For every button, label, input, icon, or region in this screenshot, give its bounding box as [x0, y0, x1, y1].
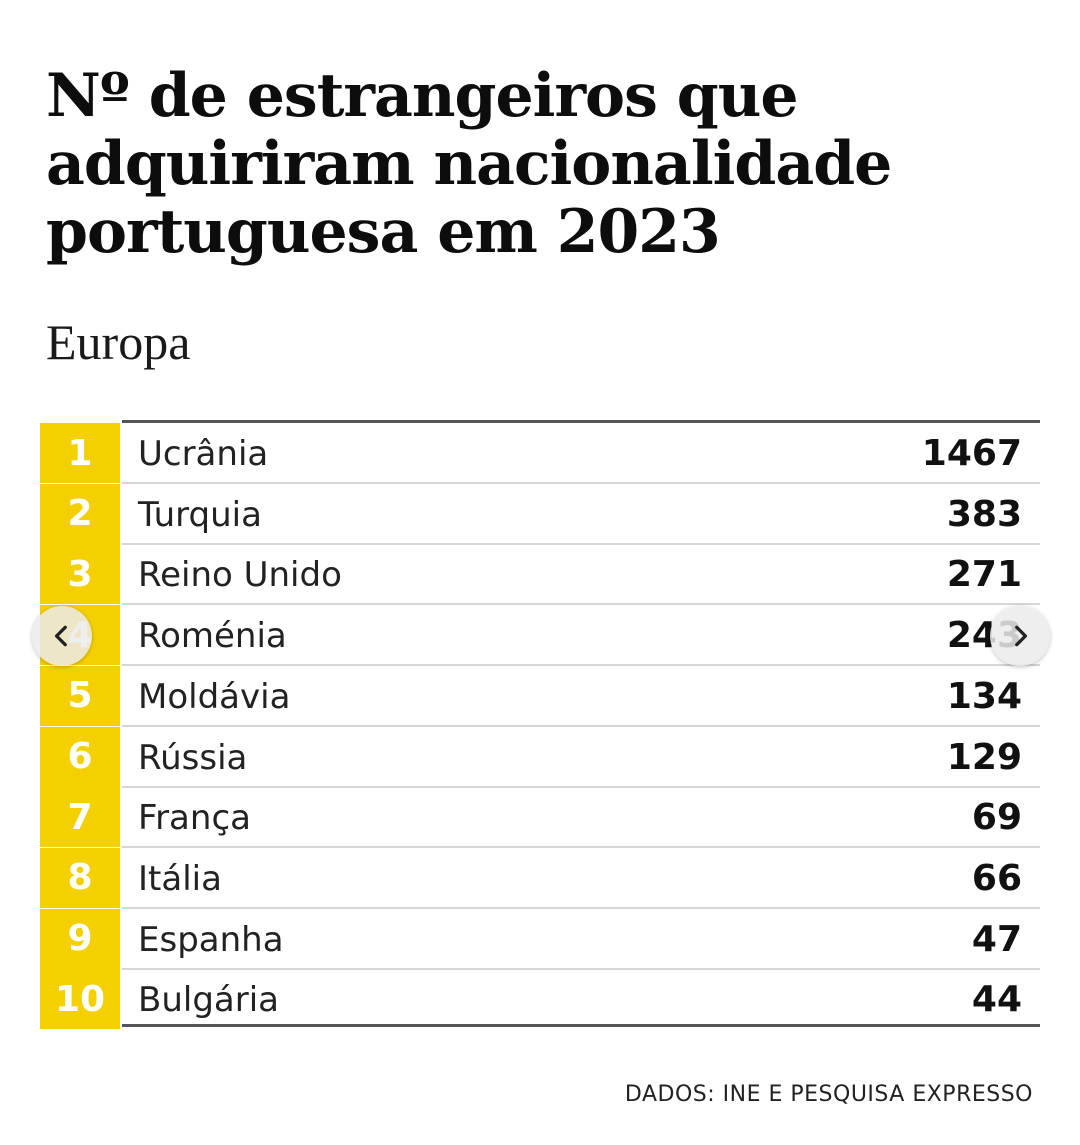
country-name: Itália — [138, 858, 222, 899]
row-divider — [122, 846, 1040, 849]
count-value: 1467 — [921, 433, 1022, 474]
table-row: 9 Espanha 47 — [40, 908, 1040, 969]
chart-title: Nº de estrangeiros que adquiriram nacion… — [46, 61, 892, 267]
rank-cell: 3 — [40, 544, 120, 605]
country-name: Rússia — [138, 737, 248, 778]
count-value: 47 — [971, 918, 1022, 960]
count-value: 383 — [946, 493, 1022, 535]
country-name: Espanha — [138, 919, 284, 960]
rank-cell: 2 — [40, 483, 120, 544]
rank-cell: 6 — [40, 726, 120, 787]
table-row: 8 Itália 66 — [40, 847, 1040, 908]
count-value: 134 — [946, 675, 1022, 717]
count-value: 129 — [946, 736, 1022, 778]
chevron-right-icon — [1015, 625, 1028, 647]
count-value: 44 — [971, 979, 1022, 1021]
row-divider — [122, 603, 1040, 606]
next-slide-button[interactable] — [990, 606, 1050, 666]
table-row: 6 Rússia 129 — [40, 726, 1040, 787]
table-row: 10 Bulgária 44 — [40, 969, 1040, 1030]
row-divider — [122, 724, 1040, 727]
source-note: DADOS: INE E PESQUISA EXPRESSO — [624, 1082, 1033, 1107]
rank-cell: 10 — [40, 969, 120, 1030]
previous-slide-button[interactable] — [32, 606, 92, 666]
count-value: 271 — [946, 554, 1022, 596]
country-name: Bulgária — [138, 980, 279, 1021]
table-row: 1 Ucrânia 1467 — [40, 423, 1040, 483]
row-divider — [122, 482, 1040, 484]
chevron-left-icon — [54, 625, 67, 647]
count-value: 66 — [971, 857, 1022, 899]
country-name: Moldávia — [138, 676, 291, 717]
country-name: Turquia — [138, 494, 262, 535]
country-name: França — [138, 798, 251, 839]
rank-cell: 7 — [40, 787, 120, 848]
table-row: 2 Turquia 383 — [40, 483, 1040, 544]
table-row: 4Roménia243 — [40, 605, 1040, 666]
ranking-table: 1 Ucrânia 1467 2 Turquia 383 3 Reino Unido 271 4R… — [40, 420, 1040, 1030]
rank-cell: 9 — [40, 908, 120, 969]
rank-cell: 5 — [40, 665, 120, 726]
rank-cell: 1 — [40, 423, 120, 483]
chart-subtitle: Europa — [46, 314, 191, 370]
country-name: Ucrânia — [138, 434, 269, 474]
row-divider — [122, 906, 1040, 909]
table-bottom-rule — [122, 1024, 1040, 1027]
row-divider — [122, 967, 1040, 970]
row-divider — [122, 542, 1040, 545]
count-value: 69 — [971, 797, 1022, 839]
rank-cell: 8 — [40, 847, 120, 908]
row-divider — [122, 785, 1040, 788]
row-divider — [122, 664, 1040, 667]
table-row: 5 Moldávia 134 — [40, 665, 1040, 726]
table-row: 7 França 69 — [40, 787, 1040, 848]
country-name: Reino Unido — [138, 555, 342, 596]
table-row: 3 Reino Unido 271 — [40, 544, 1040, 605]
country-name: Roménia — [138, 616, 287, 657]
table-top-rule — [122, 420, 1040, 423]
